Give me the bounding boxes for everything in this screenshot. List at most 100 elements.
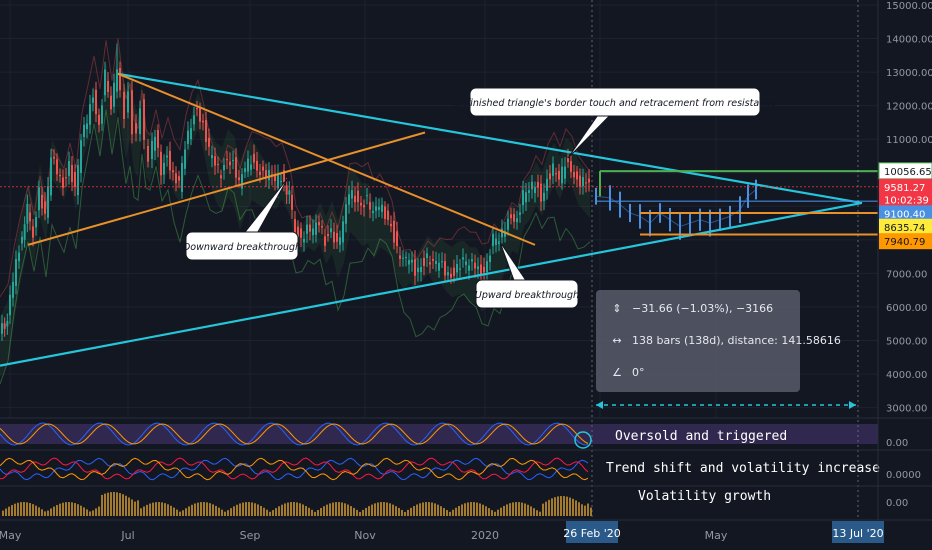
price-tag [879,233,932,250]
volume-bar [506,504,508,516]
volume-bar [569,497,571,516]
volume-bar [275,508,277,516]
volume-bar [41,509,43,516]
candle-body [285,185,288,195]
candle-body [32,226,34,238]
candle-body [306,224,308,234]
candle-body [501,228,503,238]
volume-bar [329,503,331,516]
candle-body [265,170,267,179]
indicator-axis-label: 0.00 [886,438,908,449]
measure-bars: 138 bars (138d), distance: 141.58616 [632,334,841,347]
volume-bar [74,503,76,516]
candle-body [585,182,587,184]
volume-bar [221,509,223,516]
volume-bar [332,502,334,516]
volume-bar [209,503,211,516]
volume-bar [98,506,100,516]
volume-bar [263,507,265,516]
price-axis[interactable]: 15000.00 14000.00 13000.00 12000.00 11000.00… [877,0,932,520]
volume-bar [347,504,349,516]
candle-body [453,267,455,276]
candle-body [280,180,282,182]
volume-bar [401,509,403,516]
candle-body [205,120,207,142]
volume-bar [215,505,217,516]
candle-body [53,156,55,159]
volume-bar [449,511,451,516]
volume-bar [176,509,178,516]
candle-body [471,259,473,262]
volume-bar [440,506,442,516]
candle-body [92,97,94,103]
candle-body [256,160,258,171]
volume-bar [71,502,73,516]
volume-bar [410,507,412,516]
candle-body [98,114,100,125]
volume-bar [197,502,199,516]
candle-body [495,238,497,245]
candle-body [199,108,201,122]
volume-bar [59,503,61,516]
candle-body [47,186,49,218]
volume-bar [323,506,325,516]
candle-body [510,214,512,219]
volume-bar [581,504,583,516]
candle-body [83,124,85,137]
volume-bar [509,503,511,516]
x-tick-label: 2020 [471,529,499,542]
candle-body [519,212,521,215]
candle-body [441,261,443,263]
candle-body [408,260,410,265]
volume-bar [5,508,7,516]
candle-body [68,161,70,176]
volume-bar [89,511,91,516]
candle-body [104,69,106,96]
volume-bar [113,492,115,516]
indicator-panels: Oversold and triggered 0.00 Trend shift an… [0,417,932,516]
candle-body [426,253,428,259]
volume-bar [203,502,205,516]
volume-bar [38,507,40,516]
drawing-tools[interactable] [0,0,878,520]
volume-bar [518,502,520,516]
volume-bar [239,503,241,516]
candle-body [549,173,551,180]
projection-link [719,215,731,221]
x-highlight-box [832,521,884,543]
time-axis[interactable]: May Jul Sep Nov 2020 May 26 Feb '20 13 Jul '20 [0,519,932,543]
candle-body [283,170,285,182]
candle-body [363,205,365,208]
candle-body [12,281,14,298]
volume-bar [26,502,28,516]
candle-body [570,161,572,172]
volume-bar [11,505,13,516]
volume-bar [32,504,34,516]
volume-bar [419,503,421,516]
measure-tooltip: ⇕ −31.66 (−1.03%), −3166 ↔ 138 bars (138… [596,290,841,392]
volume-bar [188,506,190,516]
candle-body [229,161,231,166]
candle-body [360,202,362,206]
candle-body [187,130,189,144]
volume-bar [557,496,559,516]
candle-body [333,231,335,243]
volume-bar [380,502,382,516]
callout-text: Downward breakthrough [183,242,301,253]
candle-body [588,178,590,183]
candle-body [288,190,291,195]
dmi-line [0,457,589,481]
candle-body [196,108,198,110]
volume-bar [302,504,304,516]
volume-bar [527,504,529,516]
projection-link [709,219,721,224]
volume-bar [107,492,109,516]
volume-bar [521,502,523,516]
candle-body [274,174,276,181]
candle-body [74,171,76,187]
indicator-label: Trend shift and volatility increase [606,461,880,476]
candle-body [18,252,20,262]
volume-bar [428,502,430,516]
candle-body [86,123,88,130]
